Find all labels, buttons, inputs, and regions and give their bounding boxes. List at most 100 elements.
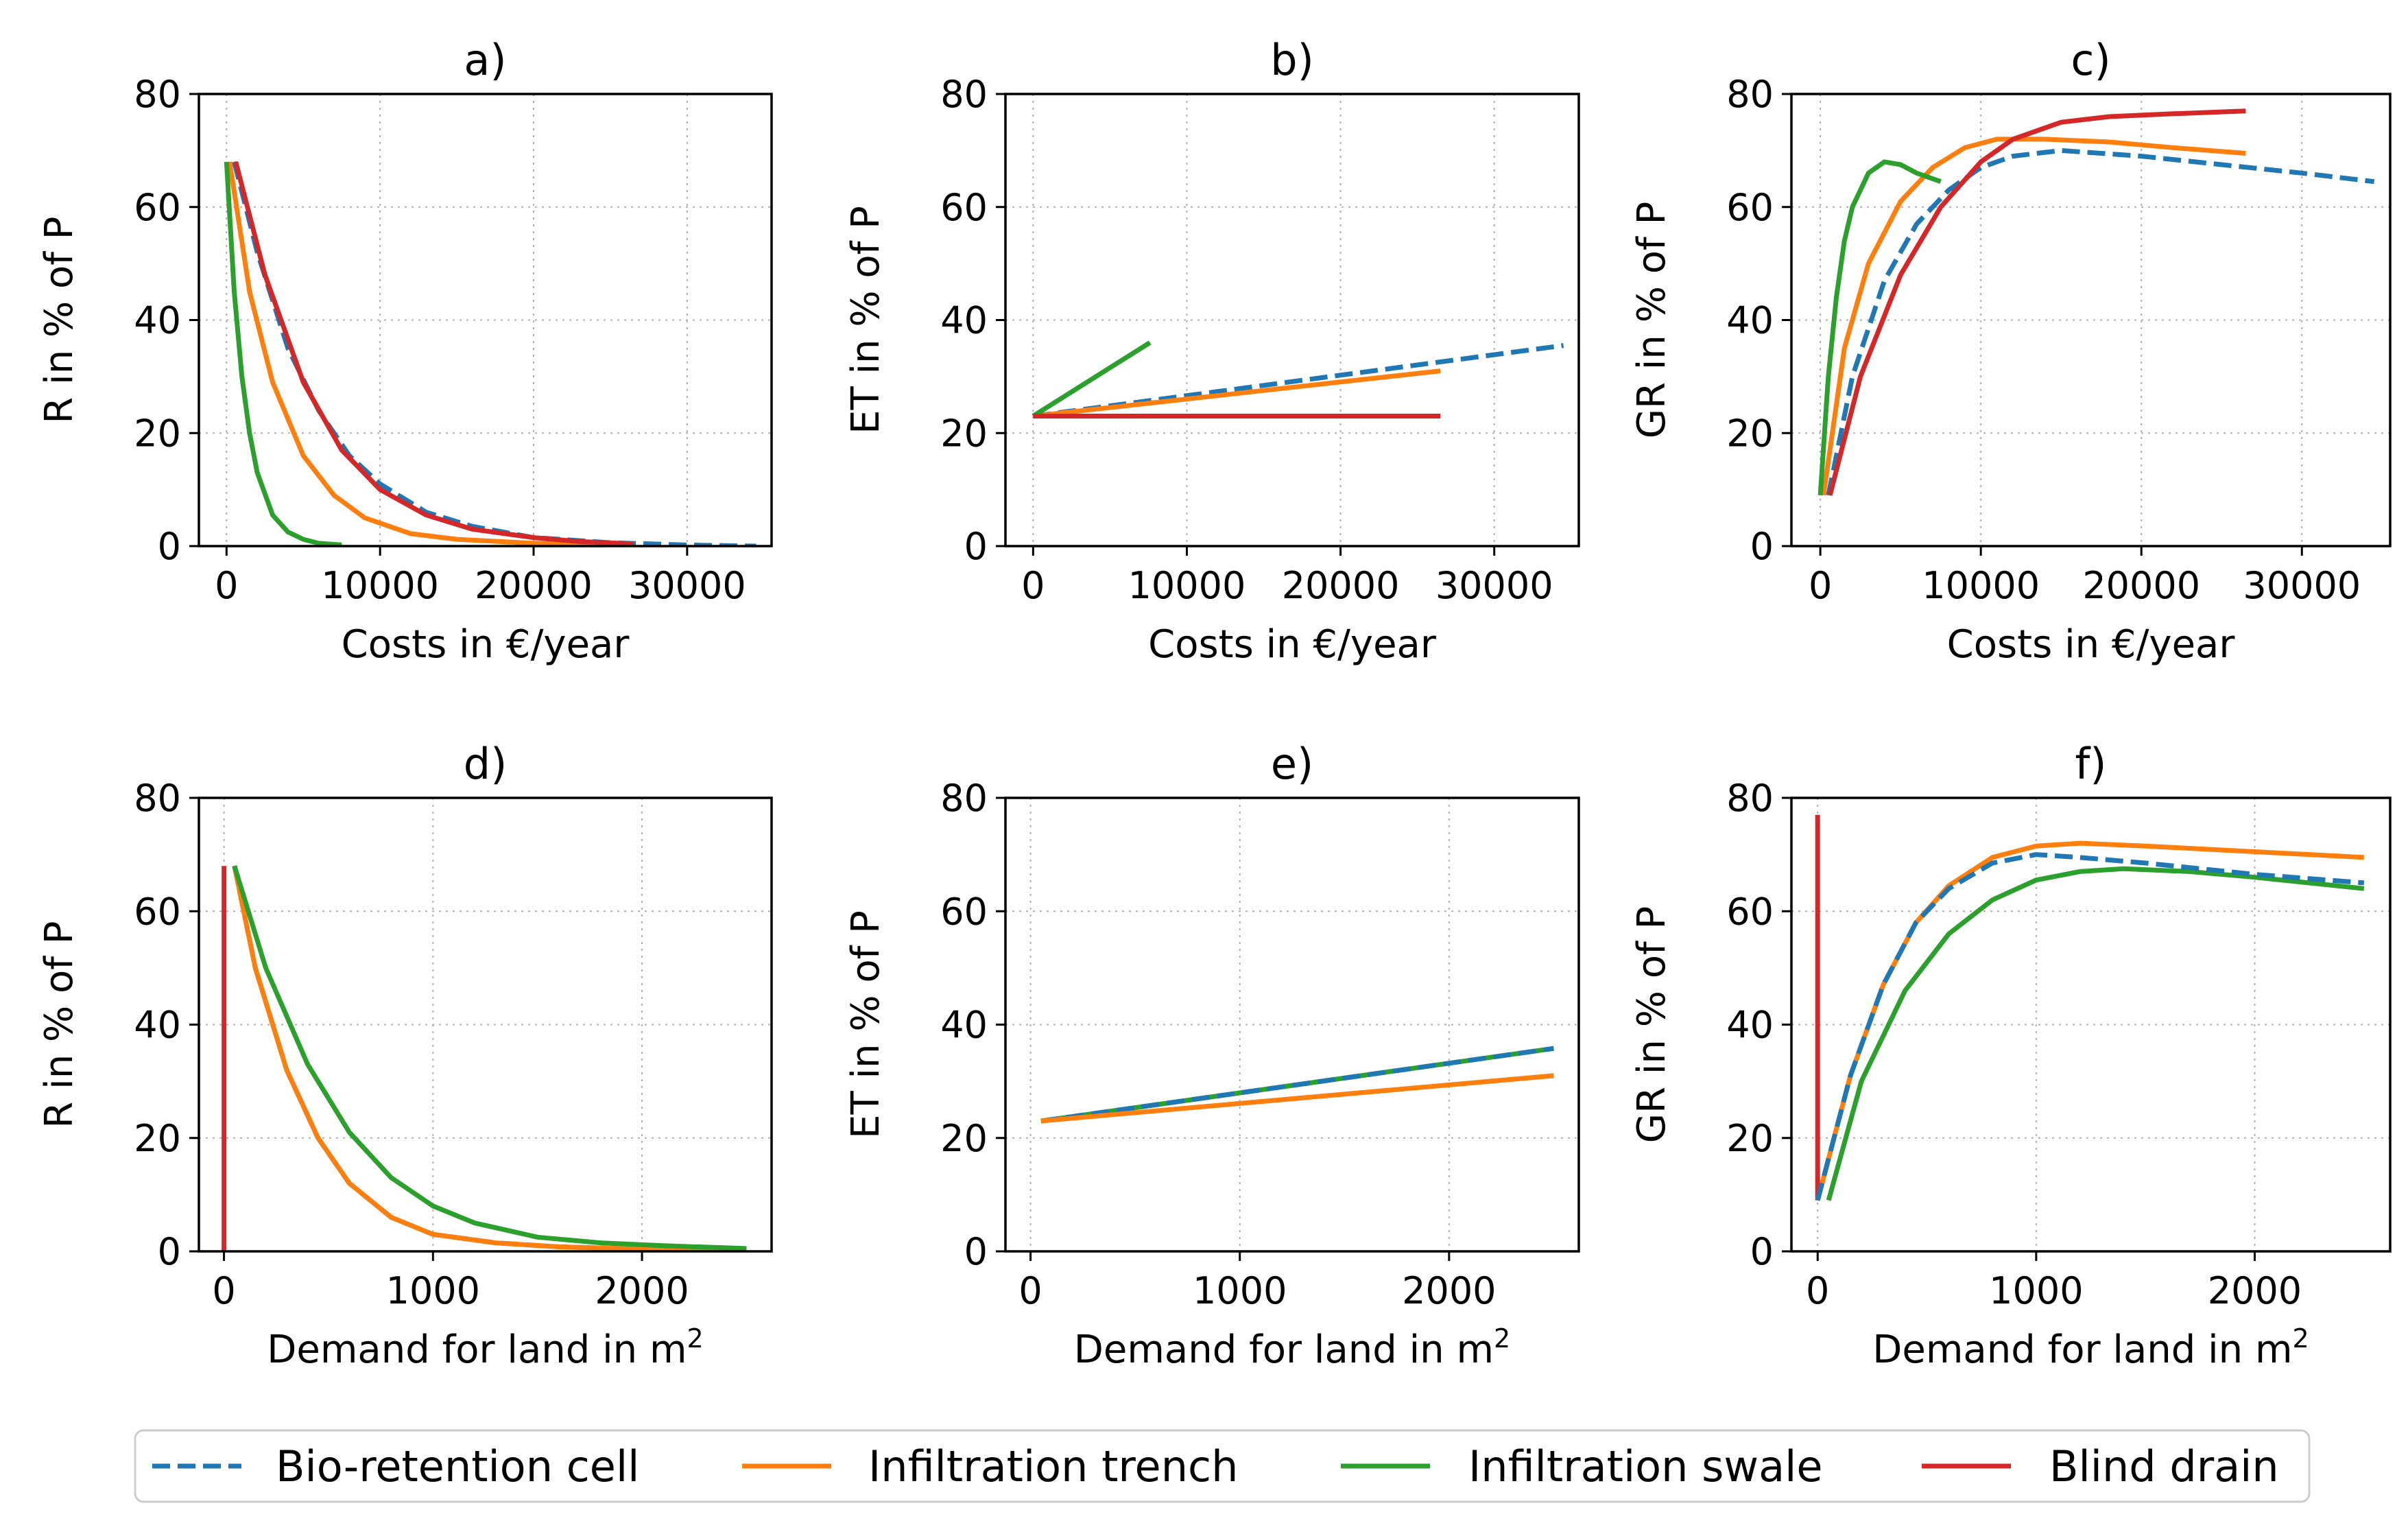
x-tick-label: 0 [1809,564,1832,607]
x-tick-label: 10000 [321,564,439,607]
series-line-blind-drain [233,161,634,546]
series-line-infiltration-swale [1826,866,2365,1201]
y-tick-label: 0 [1750,525,1774,568]
y-tick-label: 20 [134,412,181,455]
x-axis-label: Demand for land in m2 [1074,1323,1510,1372]
panel-c: 0 10000 20000 30000 0 20 40 60 80 c) Costs in €/ye… [1630,35,2392,667]
series-line-bio-retention-cell [232,161,756,546]
y-tick-label: 20 [940,1117,988,1160]
legend-frame [134,1429,2311,1503]
series-line-infiltration-trench [1815,840,2364,1201]
y-tick-label: 0 [964,1230,988,1273]
series-line-blind-drain [1827,108,2246,496]
panel-title: d) [464,739,508,789]
y-tick-label: 40 [1726,1004,1774,1047]
x-tick-label: 1000 [1989,1269,2083,1312]
x-tick-label: 0 [1021,564,1045,607]
x-axis-label: Costs in €/year [342,622,630,667]
axes-frame [198,796,773,1253]
panel-title: f) [2075,739,2106,789]
y-tick-label: 60 [134,890,181,933]
y-tick-label: 40 [134,1004,181,1047]
x-axis-label: Costs in €/year [1947,622,2236,667]
panel-f: 0 1000 2000 0 20 40 60 80 f) Demand for land in m… [1630,739,2392,1372]
x-tick-label: 30000 [628,564,746,607]
series-line-infiltration-swale [1032,340,1152,418]
y-axis-label: R in % of P [37,216,82,423]
y-tick-label: 40 [1726,299,1774,342]
y-tick-label: 0 [158,525,181,568]
y-tick-label: 60 [940,186,988,229]
x-tick-label: 2000 [2208,1269,2302,1312]
x-tick-label: 20000 [2082,564,2200,607]
series-line-bio-retention-cell [1040,1046,1554,1124]
y-tick-label: 20 [1726,1117,1774,1160]
x-tick-label: 0 [1018,1269,1042,1312]
y-tick-label: 40 [940,299,988,342]
panel-d: 0 1000 2000 0 20 40 60 80 d) Demand for land in m… [37,739,773,1372]
y-tick-label: 80 [1726,73,1774,116]
x-axis-label: Demand for land in m2 [1872,1323,2309,1372]
series-line-infiltration-swale [224,161,342,546]
series-line-infiltration-trench [227,161,634,546]
y-tick-label: 60 [940,890,988,933]
series-line-infiltration-trench [1821,137,2246,496]
y-tick-label: 0 [158,1230,181,1273]
series-line-bio-retention-cell [1815,852,2365,1201]
x-tick-label: 30000 [1435,564,1553,607]
series-line-infiltration-trench [232,865,747,1251]
y-tick-label: 40 [940,1004,988,1047]
panel-e: 0 1000 2000 0 20 40 60 80 e) Demand for land in m… [844,739,1580,1372]
panel-title: e) [1271,739,1313,789]
y-tick-label: 0 [964,525,988,568]
panel-a: 0 10000 20000 30000 0 20 40 60 80 a) Costs in €/ye… [37,35,773,667]
x-tick-label: 20000 [1282,564,1400,607]
y-axis-label: GR in % of P [1630,202,1674,439]
series-line-infiltration-trench [1032,368,1441,418]
y-tick-label: 60 [134,186,181,229]
x-tick-label: 10000 [1922,564,2040,607]
panel-title: c) [2071,35,2110,85]
y-axis-label: GR in % of P [1630,906,1674,1144]
series-line-infiltration-trench [1040,1073,1554,1124]
y-axis-label: ET in % of P [844,206,888,434]
x-axis-label: Costs in €/year [1148,622,1437,667]
x-tick-label: 0 [1806,1269,1829,1312]
panel-b: 0 10000 20000 30000 0 20 40 60 80 b) Costs in €/ye… [844,35,1580,667]
series-line-bio-retention-cell [1826,148,2375,496]
legend-label-blind-drain: Blind drain [2049,1441,2279,1491]
x-tick-label: 2000 [595,1269,689,1312]
x-tick-label: 1000 [386,1269,480,1312]
x-tick-label: 0 [212,1269,235,1312]
y-tick-label: 60 [1726,186,1774,229]
x-tick-label: 30000 [2243,564,2361,607]
y-tick-label: 60 [1726,890,1774,933]
series-line-infiltration-swale [1817,159,1942,496]
x-tick-label: 0 [215,564,238,607]
legend: Bio-retention cell Infiltration trench I… [134,1429,2311,1503]
y-tick-label: 80 [134,777,181,820]
y-tick-label: 40 [134,299,181,342]
x-tick-label: 1000 [1193,1269,1287,1312]
legend-label-infiltration-swale: Infiltration swale [1468,1441,1823,1491]
x-axis-label: Demand for land in m2 [267,1323,703,1372]
y-axis-label: ET in % of P [844,910,888,1139]
panel-title: a) [464,35,506,85]
axes-frame [198,93,773,547]
y-tick-label: 0 [1750,1230,1774,1273]
x-tick-label: 10000 [1128,564,1246,607]
y-tick-label: 80 [134,73,181,116]
series-line-bio-retention-cell [232,865,747,1251]
y-tick-label: 80 [940,777,988,820]
y-tick-label: 80 [940,73,988,116]
y-tick-label: 20 [940,412,988,455]
y-tick-label: 80 [1726,777,1774,820]
y-tick-label: 20 [134,1117,181,1160]
legend-label-infiltration-trench: Infiltration trench [868,1441,1238,1491]
y-axis-label: R in % of P [37,921,82,1128]
y-tick-label: 20 [1726,412,1774,455]
panel-title: b) [1270,35,1314,85]
x-tick-label: 20000 [475,564,593,607]
x-tick-label: 2000 [1402,1269,1496,1312]
